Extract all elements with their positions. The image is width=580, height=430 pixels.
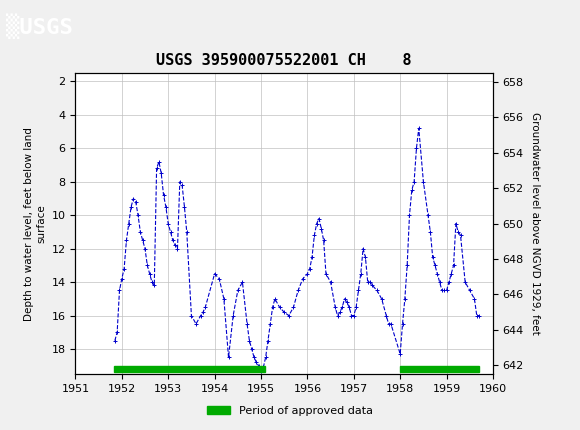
Bar	[114, 366, 264, 372]
Title: USGS 395900075522001 CH    8: USGS 395900075522001 CH 8	[157, 53, 412, 68]
Text: ▒USGS: ▒USGS	[6, 13, 72, 39]
Bar	[400, 366, 479, 372]
Y-axis label: Depth to water level, feet below land
surface: Depth to water level, feet below land su…	[24, 127, 46, 320]
Y-axis label: Groundwater level above NGVD 1929, feet: Groundwater level above NGVD 1929, feet	[530, 112, 539, 335]
Legend: Period of approved data: Period of approved data	[203, 401, 377, 420]
